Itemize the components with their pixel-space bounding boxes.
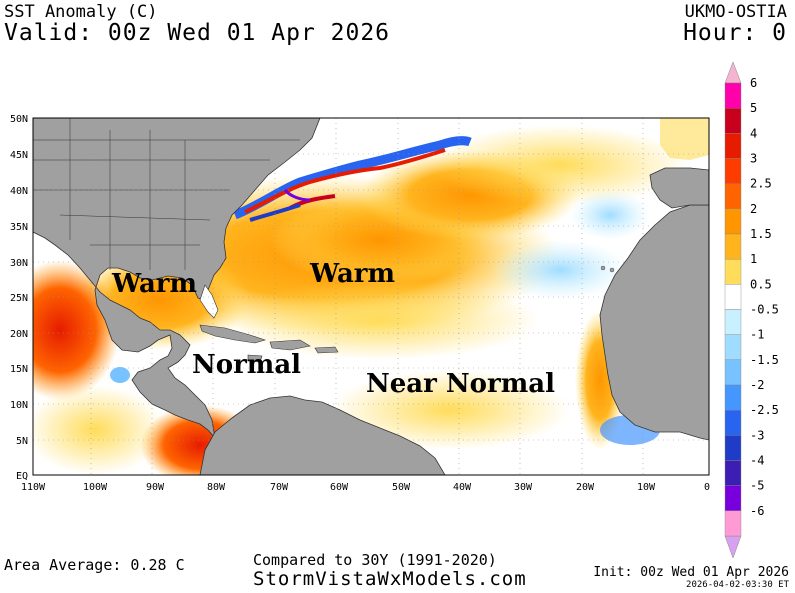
legend-label: 6 <box>750 76 757 90</box>
annotation-warm-gulf: Warm <box>111 269 197 299</box>
legend-label: 0.5 <box>750 277 772 291</box>
legend-swatch <box>724 510 742 537</box>
map-frame <box>32 117 710 476</box>
annotation-warm-atlantic: Warm <box>309 259 395 289</box>
legend-label: 3 <box>750 152 757 166</box>
lon-label: 60W <box>330 482 349 493</box>
lon-label: 50W <box>392 482 411 493</box>
lon-label: 40W <box>453 482 472 493</box>
legend-label: -0.5 <box>750 303 779 317</box>
annotation-normal-caribbean: Normal <box>192 350 301 380</box>
legend-bottom-arrow <box>724 535 742 559</box>
lat-label: 15N <box>10 364 28 375</box>
legend-swatch <box>724 485 742 512</box>
valid-time: Valid: 00z Wed 01 Apr 2026 <box>4 20 391 46</box>
legend-label: -1 <box>750 328 764 342</box>
lat-label: 50N <box>10 114 28 125</box>
lat-label: 30N <box>10 258 28 269</box>
lat-label: 5N <box>16 436 28 447</box>
lat-label: 10N <box>10 400 28 411</box>
lon-label: 100W <box>83 482 108 493</box>
legend-swatch <box>724 258 742 285</box>
latitude-labels: 50N 45N 40N 35N 30N 25N 20N 15N 10N 5N E… <box>10 114 28 482</box>
legend-swatch <box>724 284 742 310</box>
legend-label: 1 <box>750 252 757 266</box>
legend-swatch <box>724 183 742 210</box>
legend-swatch <box>724 384 742 411</box>
legend-swatch <box>724 359 742 386</box>
legend-top-arrow <box>724 61 742 84</box>
lat-label: 25N <box>10 293 28 304</box>
legend-swatch <box>724 158 742 184</box>
legend-label: 2 <box>750 202 757 216</box>
longitude-labels: 110W 100W 90W 80W 70W 60W 50W 40W 30W 20… <box>21 482 710 493</box>
legend-swatch <box>724 208 742 235</box>
lon-label: 0 <box>704 482 710 493</box>
legend-swatch <box>724 334 742 361</box>
lat-label: 20N <box>10 329 28 340</box>
map-field: Warm Warm Normal Near Normal <box>33 118 709 475</box>
legend-label: -1.5 <box>750 353 779 367</box>
lat-label: EQ <box>16 471 28 482</box>
legend-label: -4 <box>750 454 764 468</box>
map-title: SST Anomaly (C) <box>4 2 158 22</box>
legend-swatch <box>724 82 742 109</box>
lat-label: 40N <box>10 186 28 197</box>
legend-swatch <box>724 435 742 461</box>
legend-swatch <box>724 107 742 134</box>
site-link[interactable]: StormVistaWxModels.com <box>253 568 527 590</box>
color-legend: 6 5 4 3 2.5 2 1.5 1 0.5 -0.5 -1 -1.5 -2 -2.5 -3 -4 -5 -6 <box>724 61 779 559</box>
lon-label: 30W <box>514 482 533 493</box>
legend-label: -2.5 <box>750 403 779 417</box>
lon-label: 110W <box>21 482 46 493</box>
lon-label: 90W <box>146 482 165 493</box>
lon-label: 10W <box>637 482 656 493</box>
area-average: Area Average: 0.28 C <box>4 556 185 574</box>
legend-label: 1.5 <box>750 227 772 241</box>
legend-label: 4 <box>750 126 757 140</box>
climatology-note: Compared to 30Y (1991-2020) <box>253 551 497 569</box>
generated-timestamp: 2026-04-02-03:30 ET <box>686 580 789 590</box>
legend-label: -3 <box>750 428 764 442</box>
lat-label: 35N <box>10 222 28 233</box>
legend-swatch <box>724 233 742 260</box>
init-time: Init: 00z Wed 01 Apr 2026 <box>593 565 789 580</box>
lon-label: 80W <box>207 482 226 493</box>
legend-label: 5 <box>750 101 757 115</box>
legend-label: -5 <box>750 479 764 493</box>
legend-swatch <box>724 133 742 159</box>
legend-swatch <box>724 409 742 436</box>
lon-label: 20W <box>576 482 595 493</box>
model-name: UKMO-OSTIA <box>684 2 787 22</box>
legend-swatch <box>724 460 742 486</box>
legend-label: -6 <box>750 504 764 518</box>
annotation-near-normal: Near Normal <box>366 369 555 399</box>
lat-label: 45N <box>10 150 28 161</box>
lon-label: 70W <box>270 482 289 493</box>
legend-label: -2 <box>750 378 764 392</box>
legend-label: 2.5 <box>750 177 772 191</box>
forecast-hour: Hour: 0 <box>683 20 787 46</box>
legend-swatch <box>724 309 742 335</box>
